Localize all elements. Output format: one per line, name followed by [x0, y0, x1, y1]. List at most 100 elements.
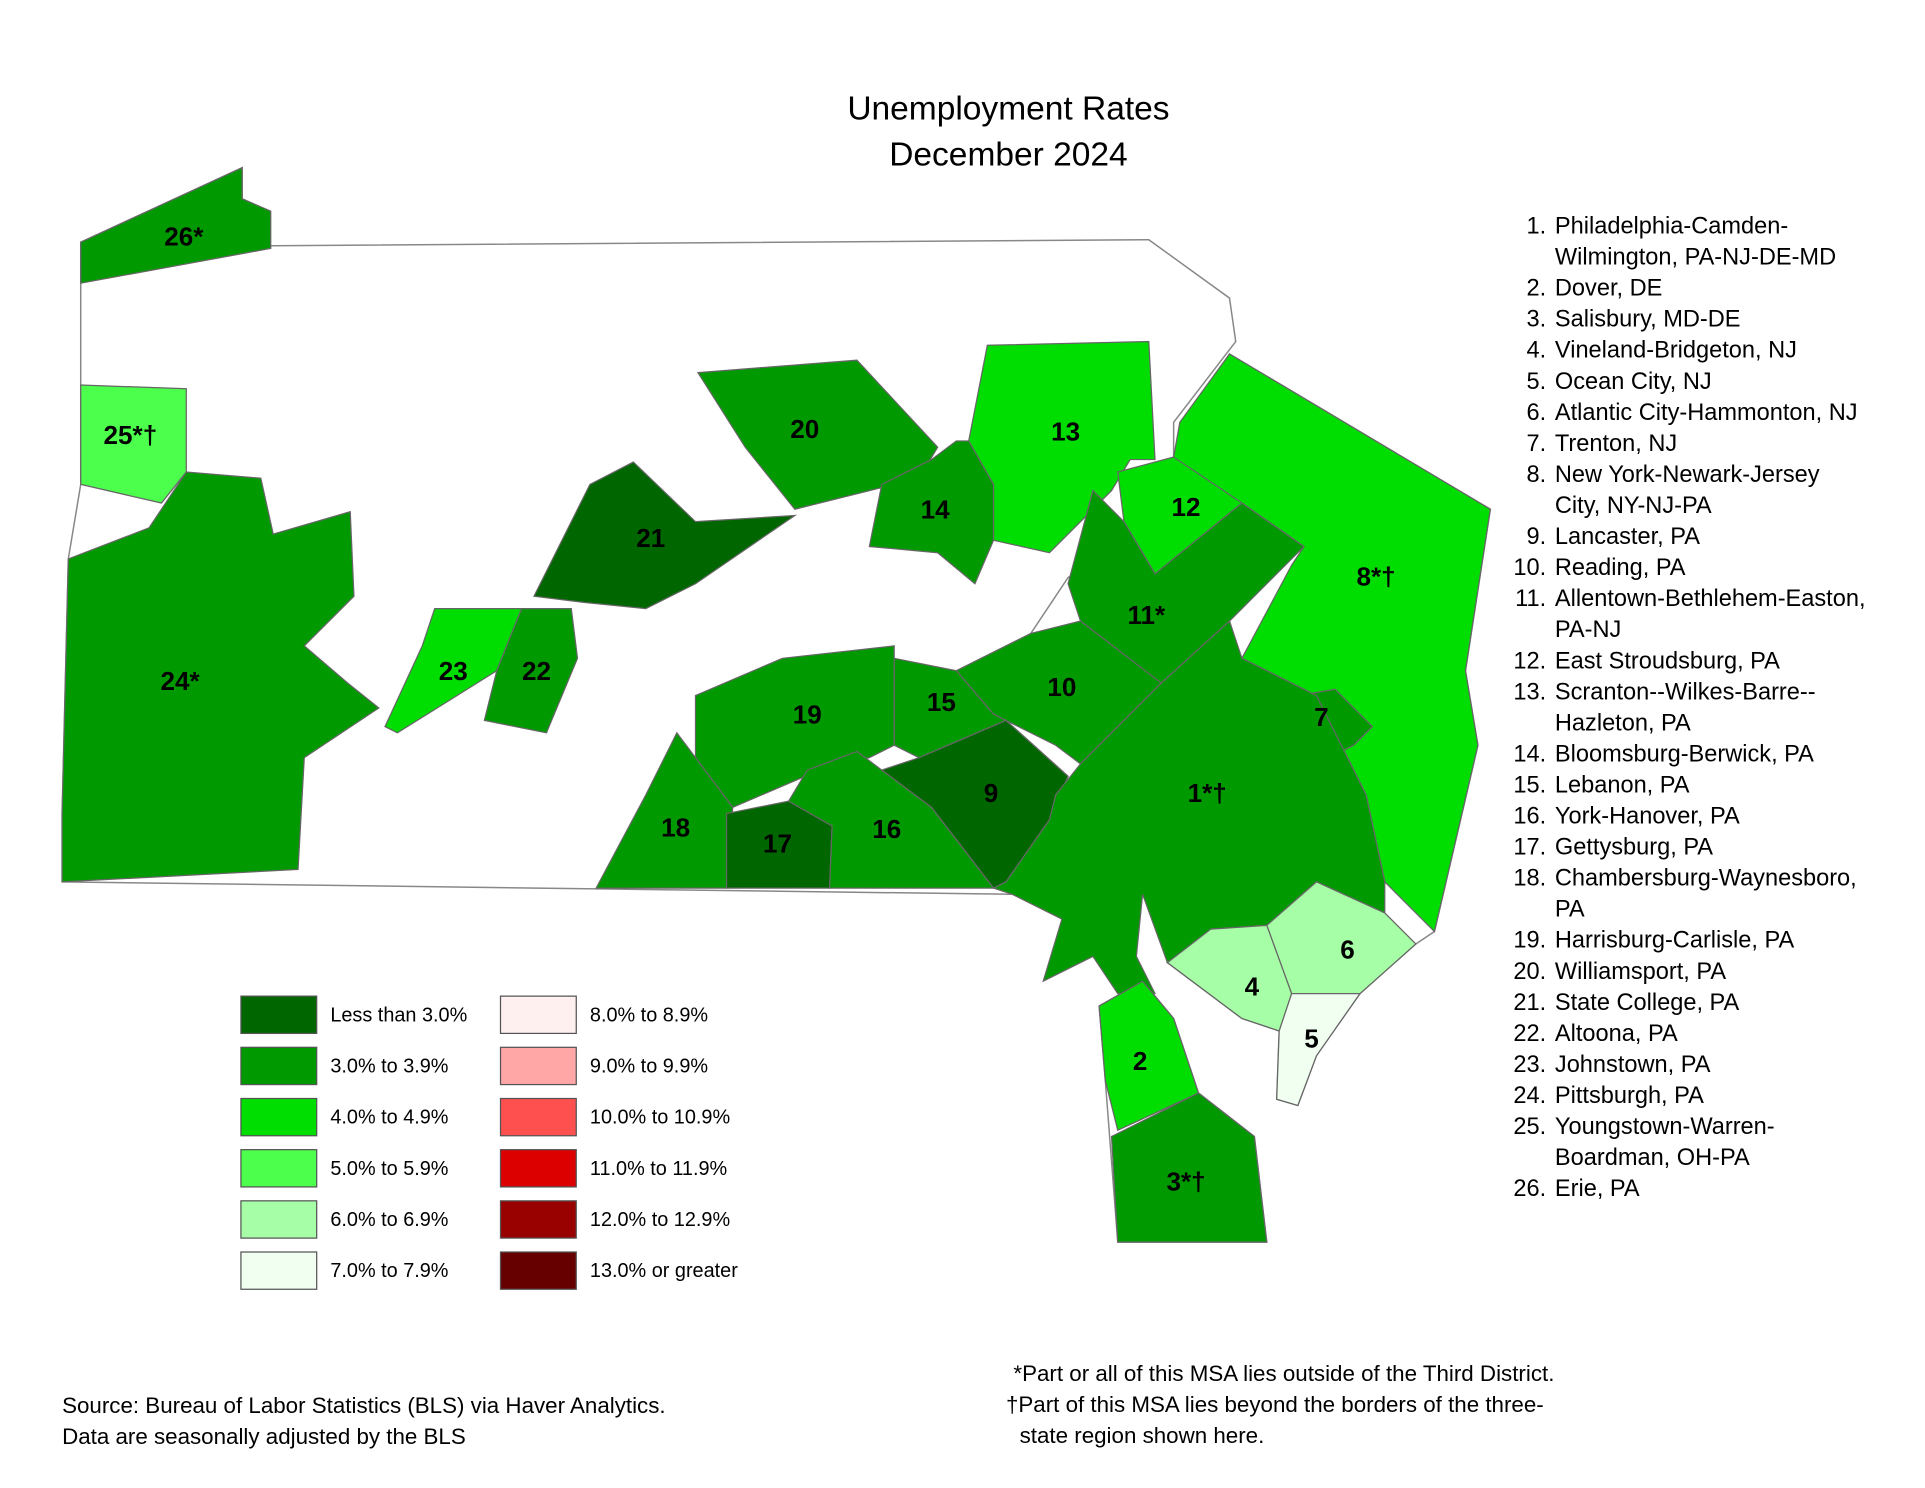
- legend-label: 7.0% to 7.9%: [330, 1260, 448, 1282]
- msa-number: 26.: [1513, 1175, 1546, 1201]
- region-label: 20: [790, 414, 819, 444]
- legend-swatch: [499, 995, 577, 1035]
- msa-number: 8.: [1527, 461, 1547, 487]
- msa-name: Pittsburgh, PA: [1555, 1082, 1704, 1108]
- region-label: 6: [1340, 934, 1355, 964]
- legend-swatch: [499, 1097, 577, 1137]
- msa-region: [80, 166, 272, 284]
- msa-name: Bloomsburg-Berwick, PA: [1555, 740, 1814, 766]
- msa-name: Youngstown-Warren-: [1555, 1113, 1775, 1139]
- msa-name: Philadelphia-Camden-: [1555, 213, 1788, 239]
- msa-number: 20.: [1513, 958, 1546, 984]
- region-label: 22: [522, 656, 551, 686]
- msa-number: 10.: [1513, 554, 1546, 580]
- msa-region: [80, 384, 187, 504]
- legend-label: 12.0% to 12.9%: [590, 1209, 730, 1231]
- legend-label: 10.0% to 10.9%: [590, 1107, 730, 1129]
- msa-number: 19.: [1513, 927, 1546, 953]
- msa-name: Williamsport, PA: [1555, 958, 1726, 984]
- msa-number: 11.: [1515, 585, 1546, 611]
- msa-name: Harrisburg-Carlisle, PA: [1555, 927, 1795, 953]
- region-label: 13: [1051, 416, 1080, 446]
- legend-label: 6.0% to 6.9%: [330, 1209, 448, 1231]
- region-label: 26*: [164, 221, 204, 251]
- region-label: 11*: [1127, 600, 1166, 630]
- msa-name: New York-Newark-Jersey: [1555, 461, 1820, 487]
- title: December 2024: [889, 136, 1127, 173]
- msa-name: City, NY-NJ-PA: [1555, 492, 1712, 518]
- msa-number: 16.: [1513, 803, 1546, 829]
- msa-name: East Stroudsburg, PA: [1555, 647, 1780, 673]
- region-label: 25*†: [104, 420, 158, 450]
- legend-swatch: [499, 1046, 577, 1086]
- msa-region: [868, 440, 995, 585]
- msa-number: 21.: [1513, 989, 1546, 1015]
- legend-label: 3.0% to 3.9%: [330, 1055, 448, 1077]
- region-label: 7: [1314, 702, 1329, 732]
- legend-swatch: [240, 995, 318, 1035]
- legend-label: Less than 3.0%: [330, 1004, 467, 1026]
- region-label: 24*: [161, 666, 201, 696]
- msa-name: State College, PA: [1555, 989, 1740, 1015]
- msa-name: Trenton, NJ: [1555, 430, 1677, 456]
- region-label: 21: [636, 523, 665, 553]
- msa-region: [1067, 489, 1305, 684]
- footnote: *Part or all of this MSA lies outside of…: [1013, 1361, 1554, 1386]
- msa-name: Lancaster, PA: [1555, 523, 1700, 549]
- msa-region: [1110, 1092, 1268, 1243]
- msa-region: [1276, 993, 1362, 1107]
- msa-name: Gettysburg, PA: [1555, 834, 1713, 860]
- title: Unemployment Rates: [847, 90, 1169, 127]
- legend-label: 13.0% or greater: [590, 1260, 738, 1282]
- legend-swatch: [499, 1200, 577, 1239]
- msa-name: Johnstown, PA: [1555, 1051, 1711, 1077]
- region-label: 17: [763, 829, 792, 859]
- region-label: 4: [1245, 972, 1260, 1002]
- msa-name: Chambersburg-Waynesboro,: [1555, 865, 1857, 891]
- msa-name: Scranton--Wilkes-Barre--: [1555, 678, 1816, 704]
- msa-name: Vineland-Bridgeton, NJ: [1555, 337, 1797, 363]
- source-note: Data are seasonally adjusted by the BLS: [62, 1424, 466, 1449]
- legend-label: 9.0% to 9.9%: [590, 1055, 708, 1077]
- msa-number: 14.: [1513, 740, 1546, 766]
- legend-label: 4.0% to 4.9%: [330, 1107, 448, 1129]
- region-label: 10: [1047, 672, 1076, 702]
- legend-swatch: [499, 1251, 577, 1290]
- msa-number: 3.: [1527, 306, 1547, 332]
- region-label: 14: [921, 495, 951, 525]
- msa-name: Altoona, PA: [1555, 1020, 1678, 1046]
- legend-swatch: [499, 1149, 577, 1188]
- region-label: 18: [661, 813, 690, 843]
- msa-name: York-Hanover, PA: [1555, 803, 1740, 829]
- msa-number: 25.: [1513, 1113, 1546, 1139]
- legend-label: 11.0% to 11.9%: [590, 1158, 727, 1180]
- msa-name: Erie, PA: [1555, 1175, 1640, 1201]
- legend-swatch: [240, 1097, 318, 1137]
- msa-name: Boardman, OH-PA: [1555, 1144, 1750, 1170]
- footnote: state region shown here.: [1020, 1423, 1265, 1448]
- region-label: 2: [1133, 1046, 1148, 1076]
- msa-name: Hazleton, PA: [1555, 709, 1691, 735]
- msa-number: 12.: [1513, 647, 1546, 673]
- msa-number: 18.: [1513, 865, 1546, 891]
- msa-number: 24.: [1513, 1082, 1546, 1108]
- region-label: 12: [1172, 492, 1201, 522]
- msa-region: [1166, 924, 1293, 1032]
- region-label: 1*†: [1188, 778, 1227, 808]
- legend-label: 8.0% to 8.9%: [590, 1004, 708, 1026]
- msa-number: 7.: [1527, 430, 1547, 456]
- msa-number: 23.: [1513, 1051, 1546, 1077]
- msa-number: 5.: [1527, 368, 1547, 394]
- msa-number: 4.: [1527, 337, 1547, 363]
- legend-swatch: [240, 1251, 318, 1290]
- region-label: 16: [872, 814, 901, 844]
- region-label: 15: [927, 687, 956, 717]
- legend-swatch: [240, 1200, 318, 1239]
- msa-name: Reading, PA: [1555, 554, 1686, 580]
- region-label: 23: [439, 656, 468, 686]
- msa-number: 15.: [1513, 771, 1546, 797]
- msa-name: Atlantic City-Hammonton, NJ: [1555, 399, 1858, 425]
- legend-swatch: [240, 1046, 318, 1086]
